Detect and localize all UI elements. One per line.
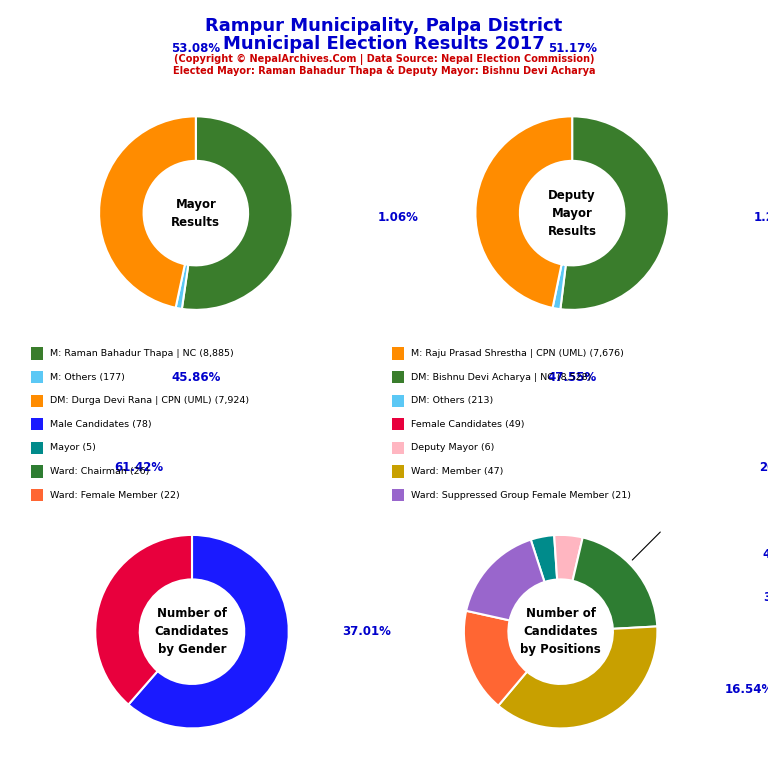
Text: 4.72%: 4.72%: [763, 548, 768, 561]
Text: Number of
Candidates
by Gender: Number of Candidates by Gender: [154, 607, 230, 656]
Text: 1.06%: 1.06%: [377, 211, 418, 224]
Text: Ward: Female Member (22): Ward: Female Member (22): [50, 491, 180, 500]
Wedge shape: [182, 117, 293, 310]
Wedge shape: [561, 117, 669, 310]
Text: Elected Mayor: Raman Bahadur Thapa & Deputy Mayor: Bishnu Devi Acharya: Elected Mayor: Raman Bahadur Thapa & Dep…: [173, 66, 595, 76]
Text: Ward: Suppressed Group Female Member (21): Ward: Suppressed Group Female Member (21…: [411, 491, 631, 500]
Text: 3.94%: 3.94%: [763, 591, 768, 604]
Text: Mayor (5): Mayor (5): [50, 443, 96, 452]
Wedge shape: [552, 264, 566, 310]
Text: M: Raju Prasad Shrestha | CPN (UML) (7,676): M: Raju Prasad Shrestha | CPN (UML) (7,6…: [411, 349, 624, 358]
Text: Deputy
Mayor
Results: Deputy Mayor Results: [548, 189, 597, 237]
Wedge shape: [475, 117, 572, 308]
Text: 20.47%: 20.47%: [759, 461, 768, 474]
Text: 1.28%: 1.28%: [753, 211, 768, 224]
Text: 37.01%: 37.01%: [343, 625, 392, 638]
Text: M: Others (177): M: Others (177): [50, 372, 124, 382]
Wedge shape: [573, 538, 657, 629]
Wedge shape: [498, 627, 657, 728]
Text: 47.55%: 47.55%: [548, 371, 597, 384]
Text: 51.17%: 51.17%: [548, 42, 597, 55]
Text: DM: Bishnu Devi Acharya | NC (8,528): DM: Bishnu Devi Acharya | NC (8,528): [411, 372, 591, 382]
Text: Municipal Election Results 2017: Municipal Election Results 2017: [223, 35, 545, 52]
Text: 45.86%: 45.86%: [171, 371, 220, 384]
Wedge shape: [99, 117, 196, 308]
Text: DM: Others (213): DM: Others (213): [411, 396, 493, 406]
Wedge shape: [554, 535, 583, 581]
Text: 16.54%: 16.54%: [725, 684, 768, 697]
Text: (Copyright © NepalArchives.Com | Data Source: Nepal Election Commission): (Copyright © NepalArchives.Com | Data So…: [174, 54, 594, 65]
Text: Number of
Candidates
by Positions: Number of Candidates by Positions: [520, 607, 601, 656]
Text: DM: Durga Devi Rana | CPN (UML) (7,924): DM: Durga Devi Rana | CPN (UML) (7,924): [50, 396, 249, 406]
Text: Ward: Member (47): Ward: Member (47): [411, 467, 503, 476]
Wedge shape: [464, 611, 527, 706]
Text: M: Raman Bahadur Thapa | NC (8,885): M: Raman Bahadur Thapa | NC (8,885): [50, 349, 233, 358]
Text: Female Candidates (49): Female Candidates (49): [411, 420, 525, 429]
Wedge shape: [95, 535, 192, 704]
Text: Male Candidates (78): Male Candidates (78): [50, 420, 151, 429]
Text: Mayor
Results: Mayor Results: [171, 197, 220, 229]
Text: 61.42%: 61.42%: [114, 461, 164, 474]
Wedge shape: [466, 540, 545, 621]
Wedge shape: [531, 535, 557, 582]
Text: 53.08%: 53.08%: [171, 42, 220, 55]
Text: Deputy Mayor (6): Deputy Mayor (6): [411, 443, 495, 452]
Wedge shape: [176, 264, 188, 309]
Text: Ward: Chairman (26): Ward: Chairman (26): [50, 467, 149, 476]
Text: Rampur Municipality, Palpa District: Rampur Municipality, Palpa District: [205, 17, 563, 35]
Wedge shape: [128, 535, 289, 728]
